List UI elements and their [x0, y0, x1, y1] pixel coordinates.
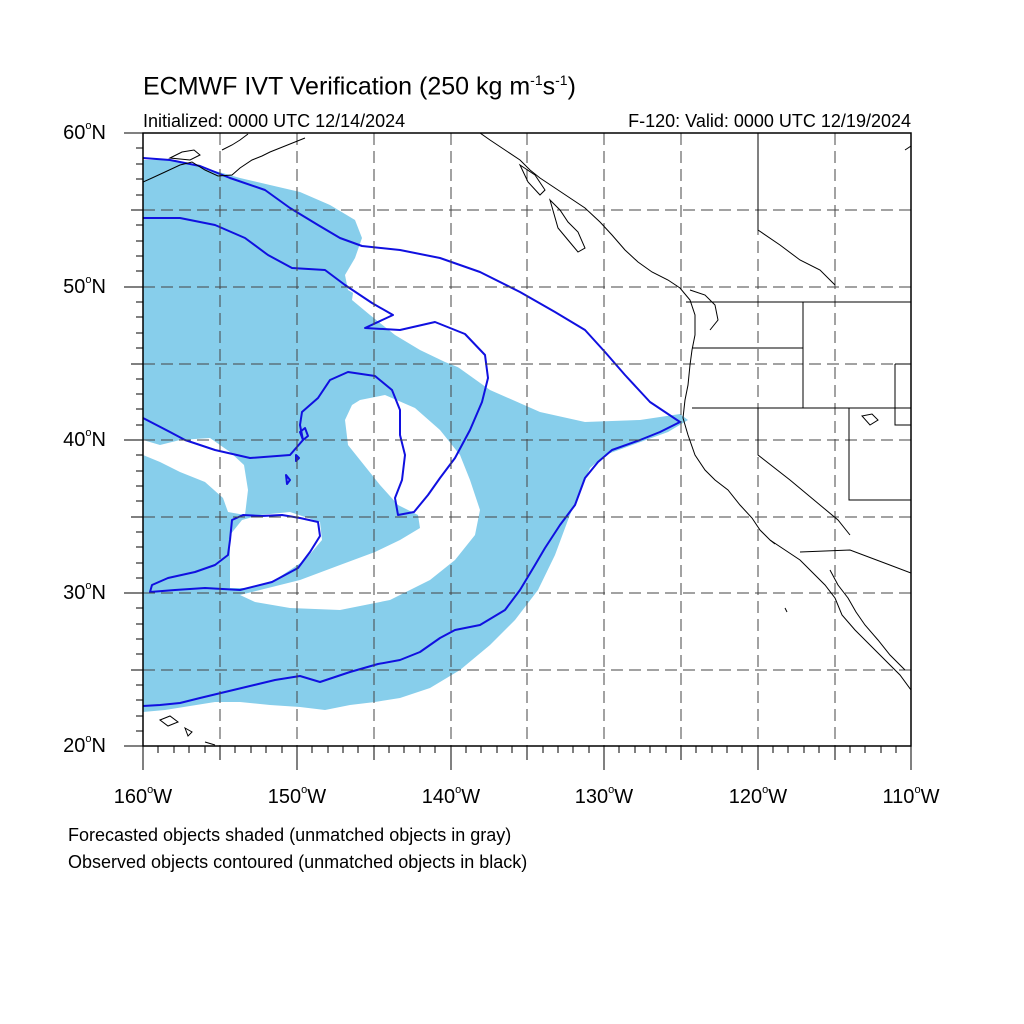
init-time-label: Initialized: 0000 UTC 12/14/2024: [143, 111, 406, 131]
lon-label-140w: 140oW: [421, 784, 481, 808]
lat-label-20n: 20oN: [63, 733, 106, 757]
swirl-interior: [352, 270, 488, 375]
minor-ticks: [136, 147, 897, 753]
observed-contour-middle: [143, 217, 489, 516]
lon-label-130w: 130oW: [574, 784, 634, 808]
lon-label-150w: 150oW: [267, 784, 327, 808]
lon-label-110w: 110oW: [882, 784, 940, 808]
lat-label-50n: 50oN: [63, 274, 106, 298]
lat-label-40n: 40oN: [63, 427, 106, 451]
lat-label-60n: 60oN: [63, 120, 106, 144]
axis-ticks: [124, 132, 912, 770]
map-title: ECMWF IVT Verification (250 kg m-1s-1): [143, 72, 576, 101]
graticule: [143, 133, 911, 746]
forecast-ivt-object: [143, 160, 688, 712]
observed-contours: [143, 157, 681, 707]
lon-label-120w: 120oW: [728, 784, 788, 808]
observed-contour-outer: [143, 157, 681, 707]
coastlines: [143, 133, 911, 746]
valid-time-label: F-120: Valid: 0000 UTC 12/19/2024: [628, 111, 911, 131]
observed-contour-island: [149, 514, 321, 593]
lat-label-30n: 30oN: [63, 580, 106, 604]
legend-note-forecast: Forecasted objects shaded (unmatched obj…: [68, 825, 512, 845]
legend-note-observed: Observed objects contoured (unmatched ob…: [68, 852, 528, 872]
lon-label-160w: 160oW: [113, 784, 173, 808]
